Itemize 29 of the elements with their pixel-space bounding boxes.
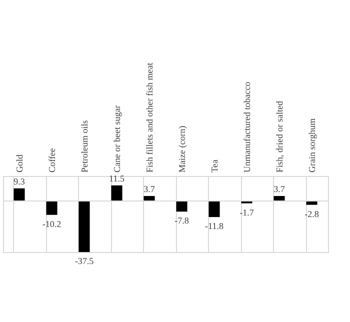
data-label: 9.3	[14, 176, 26, 186]
data-label: 3.7	[274, 184, 286, 194]
data-label: -11.8	[205, 221, 224, 232]
data-label: -10.2	[42, 218, 62, 229]
x-tick-label: Petroleum oils	[79, 120, 90, 172]
bar	[111, 185, 122, 202]
bar	[46, 201, 58, 215]
x-tick-label: Fish, dried or salted	[274, 100, 284, 172]
x-tick-label: Unmanufactured tobacco	[242, 81, 252, 172]
x-tick-label: Grain sorghum	[306, 118, 317, 172]
bar	[176, 201, 188, 212]
data-label: -1.7	[240, 207, 254, 218]
x-tick-label: Tea	[209, 160, 220, 172]
data-label: 11.5	[109, 173, 125, 184]
data-label: 3.7	[144, 184, 156, 194]
bar	[14, 188, 25, 202]
data-label: -37.5	[74, 256, 94, 266]
data-label: -2.8	[304, 208, 320, 219]
bar	[78, 201, 90, 252]
x-tick-label: Gold	[14, 154, 24, 172]
x-tick-label: Cane or beet sugar	[112, 105, 122, 172]
x-tick-label: Fish fillets and other fish meat	[144, 62, 154, 172]
bar	[144, 196, 155, 202]
x-tick-label: Coffee	[46, 148, 57, 172]
x-tick-label: Maize (corn)	[176, 126, 187, 172]
data-label: -7.8	[174, 216, 190, 226]
bar	[274, 196, 285, 202]
bar	[306, 201, 318, 205]
bar	[208, 201, 220, 218]
